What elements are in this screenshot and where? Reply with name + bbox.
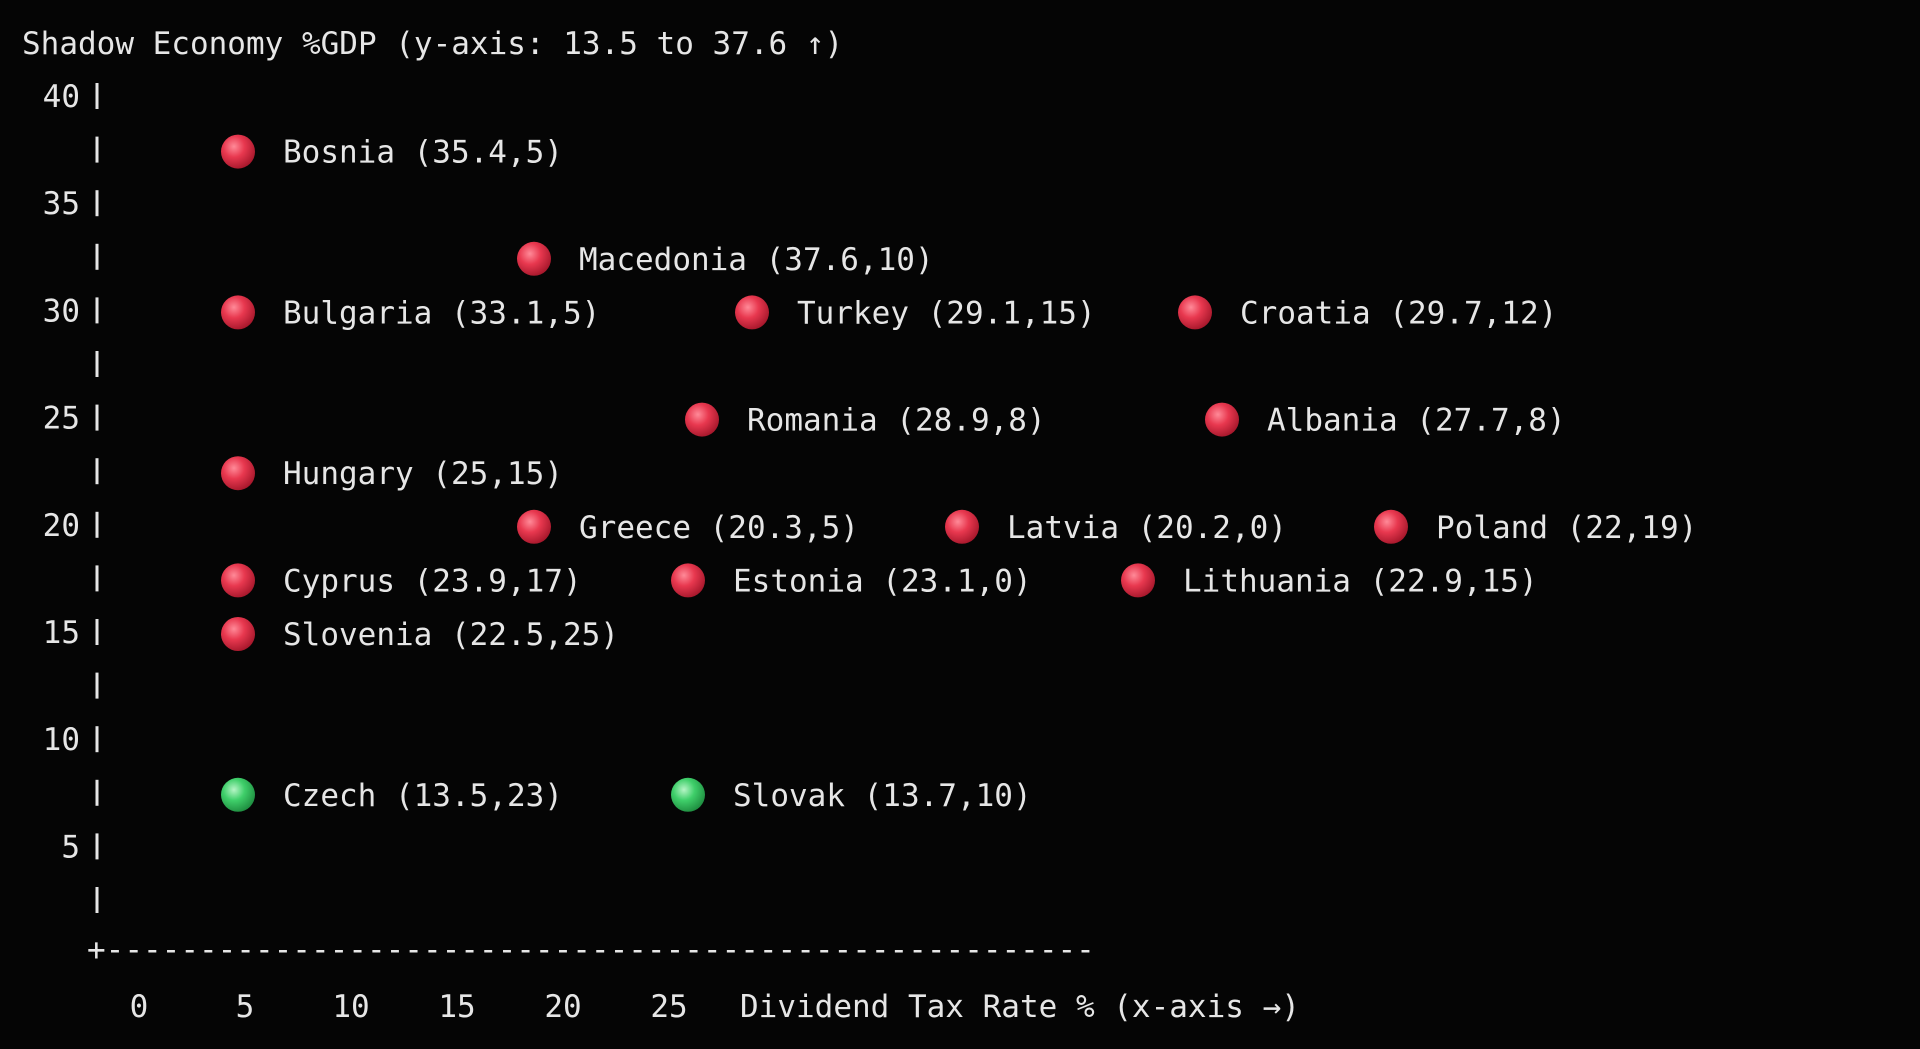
y-tick-label: 10 bbox=[43, 722, 80, 758]
point-label: Bulgaria (33.1,5) bbox=[283, 295, 600, 331]
point-marker bbox=[1205, 402, 1239, 437]
point-marker bbox=[221, 134, 255, 169]
x-tick-label: 15 bbox=[438, 989, 475, 1025]
chart-title: Shadow Economy %GDP (y-axis: 13.5 to 37.… bbox=[22, 26, 843, 62]
point-label: Greece (20.3,5) bbox=[579, 510, 859, 546]
point-label: Macedonia (37.6,10) bbox=[579, 242, 934, 278]
point-marker bbox=[671, 563, 705, 598]
data-point-poland: Poland (22,19) bbox=[1374, 509, 1697, 546]
point-marker bbox=[671, 777, 705, 812]
point-marker bbox=[945, 509, 979, 544]
point-label: Cyprus (23.9,17) bbox=[283, 563, 582, 599]
data-point-hungary: Hungary (25,15) bbox=[221, 456, 563, 492]
x-axis-line: +---------------------------------------… bbox=[87, 932, 1095, 968]
data-point-slovak: Slovak (13.7,10) bbox=[671, 777, 1032, 814]
x-tick-label: 25 bbox=[650, 989, 687, 1025]
point-marker bbox=[517, 241, 551, 276]
data-point-croatia: Croatia (29.7,12) bbox=[1178, 295, 1557, 331]
data-point-turkey: Turkey (29.1,15) bbox=[735, 295, 1096, 331]
x-axis-ticks: 0 5 10 15 20 25 bbox=[130, 989, 688, 1025]
point-label: Czech (13.5,23) bbox=[283, 778, 563, 814]
point-label: Bosnia (35.4,5) bbox=[283, 135, 563, 171]
point-marker bbox=[221, 563, 255, 598]
data-point-estonia: Estonia (23.1,0) bbox=[671, 563, 1032, 599]
data-point-lithuania: Lithuania (22.9,15) bbox=[1121, 563, 1538, 599]
data-point-macedonia: Macedonia (37.6,10) bbox=[517, 241, 934, 278]
x-tick-label: 10 bbox=[332, 989, 369, 1025]
y-tick-label: 15 bbox=[43, 615, 80, 651]
y-tick-label: 20 bbox=[43, 508, 80, 544]
y-tick-label: 25 bbox=[43, 401, 80, 437]
x-tick-label: 20 bbox=[544, 989, 581, 1025]
point-label: Romania (28.9,8) bbox=[747, 403, 1046, 439]
y-tick-label: 40 bbox=[43, 79, 80, 115]
point-marker bbox=[221, 617, 255, 651]
point-marker bbox=[735, 295, 769, 330]
point-label: Estonia (23.1,0) bbox=[733, 563, 1032, 599]
point-marker bbox=[221, 295, 255, 330]
y-tick-label: 30 bbox=[43, 293, 80, 329]
x-axis-label: Dividend Tax Rate % (x-axis →) bbox=[740, 989, 1300, 1025]
x-tick-label: 0 bbox=[130, 989, 149, 1025]
data-point-bulgaria: Bulgaria (33.1,5) bbox=[221, 295, 600, 331]
point-marker bbox=[1121, 563, 1155, 598]
data-point-czech: Czech (13.5,23) bbox=[221, 777, 563, 814]
x-tick-label: 5 bbox=[236, 989, 255, 1025]
point-marker bbox=[1374, 509, 1408, 544]
data-point-latvia: Latvia (20.2,0) bbox=[945, 509, 1287, 546]
point-label: Latvia (20.2,0) bbox=[1007, 510, 1287, 546]
point-marker bbox=[517, 509, 551, 544]
data-point-cyprus: Cyprus (23.9,17) bbox=[221, 563, 582, 599]
data-point-bosnia: Bosnia (35.4,5) bbox=[221, 134, 563, 171]
data-point-albania: Albania (27.7,8) bbox=[1205, 402, 1566, 439]
data-point-slovenia: Slovenia (22.5,25) bbox=[221, 617, 619, 653]
point-marker bbox=[221, 456, 255, 491]
point-label: Slovak (13.7,10) bbox=[733, 778, 1032, 814]
data-point-romania: Romania (28.9,8) bbox=[685, 402, 1046, 439]
point-label: Croatia (29.7,12) bbox=[1240, 295, 1557, 331]
point-label: Slovenia (22.5,25) bbox=[283, 617, 619, 653]
data-point-greece: Greece (20.3,5) bbox=[517, 509, 859, 546]
y-tick-label: 5 bbox=[61, 829, 80, 865]
scatter-points: Bosnia (35.4,5) Macedonia (37.6,10) Bulgar… bbox=[221, 134, 1697, 814]
point-marker bbox=[685, 402, 719, 437]
y-axis: 40 35 30 25 20 15 10 5 bbox=[43, 79, 99, 913]
point-label: Lithuania (22.9,15) bbox=[1183, 563, 1538, 599]
point-marker bbox=[221, 777, 255, 812]
point-label: Turkey (29.1,15) bbox=[797, 295, 1096, 331]
point-label: Poland (22,19) bbox=[1436, 510, 1697, 546]
point-label: Albania (27.7,8) bbox=[1267, 403, 1566, 439]
point-marker bbox=[1178, 295, 1212, 330]
point-label: Hungary (25,15) bbox=[283, 456, 563, 492]
y-tick-label: 35 bbox=[43, 186, 80, 222]
